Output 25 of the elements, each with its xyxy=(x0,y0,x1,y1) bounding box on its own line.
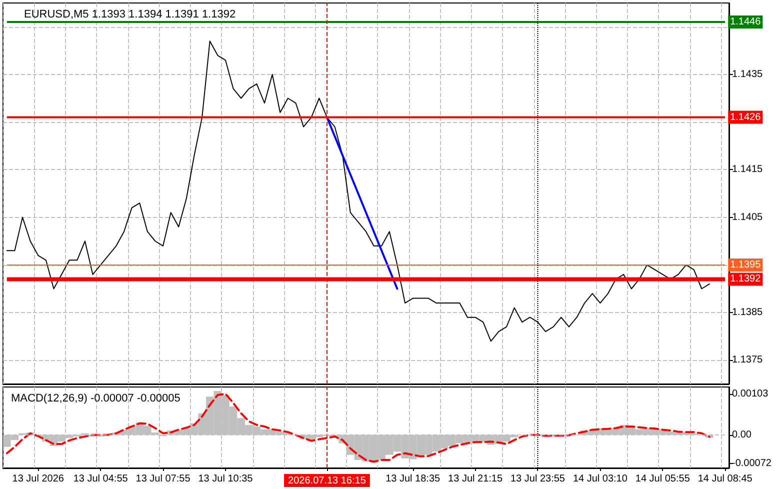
ref-line-label: 1.1426 xyxy=(730,112,762,123)
ref-line-label: 1.1446 xyxy=(730,16,762,28)
y-tick-label: 1.1415 xyxy=(732,164,764,176)
x-tick-label: 13 Jul 2026 xyxy=(12,474,64,484)
x-tick-label: 13 Jul 04:55 xyxy=(73,474,128,484)
x-tick-label: 13 Jul 21:15 xyxy=(448,474,503,484)
x-tick-label: 13 Jul 07:55 xyxy=(136,474,191,484)
y-tick-label: 1.1405 xyxy=(732,212,764,223)
x-tick-label: 2026.07.13 16:15 xyxy=(288,476,366,486)
x-tick-label: 13 Jul 10:35 xyxy=(198,474,254,484)
x-tick-label: 13 Jul 23:55 xyxy=(510,474,566,484)
y-tick-label: 0.00103 xyxy=(732,388,769,400)
y-tick-label: 0.00 xyxy=(732,429,752,440)
chart-title: MACD(12,26,9) -0.00007 -0.00005 xyxy=(11,392,180,404)
x-tick-label: 14 Jul 08:45 xyxy=(698,474,753,484)
y-tick-label: 1.1435 xyxy=(732,68,764,80)
y-tick-label: 1.1375 xyxy=(732,354,764,366)
y-tick-label: -0.00072 xyxy=(732,458,772,470)
ref-line-label: 1.1395 xyxy=(730,259,762,270)
ref-line-label: 1.1392 xyxy=(730,274,762,285)
y-tick-label: 1.1385 xyxy=(732,307,764,318)
x-tick-label: 14 Jul 03:10 xyxy=(572,474,628,484)
x-tick-label: 14 Jul 05:55 xyxy=(635,474,690,484)
text: EURUSD,M5 1.1393 1.1394 1.1391 1.1392 xyxy=(24,8,236,20)
x-tick-label: 13 Jul 18:35 xyxy=(386,474,441,484)
